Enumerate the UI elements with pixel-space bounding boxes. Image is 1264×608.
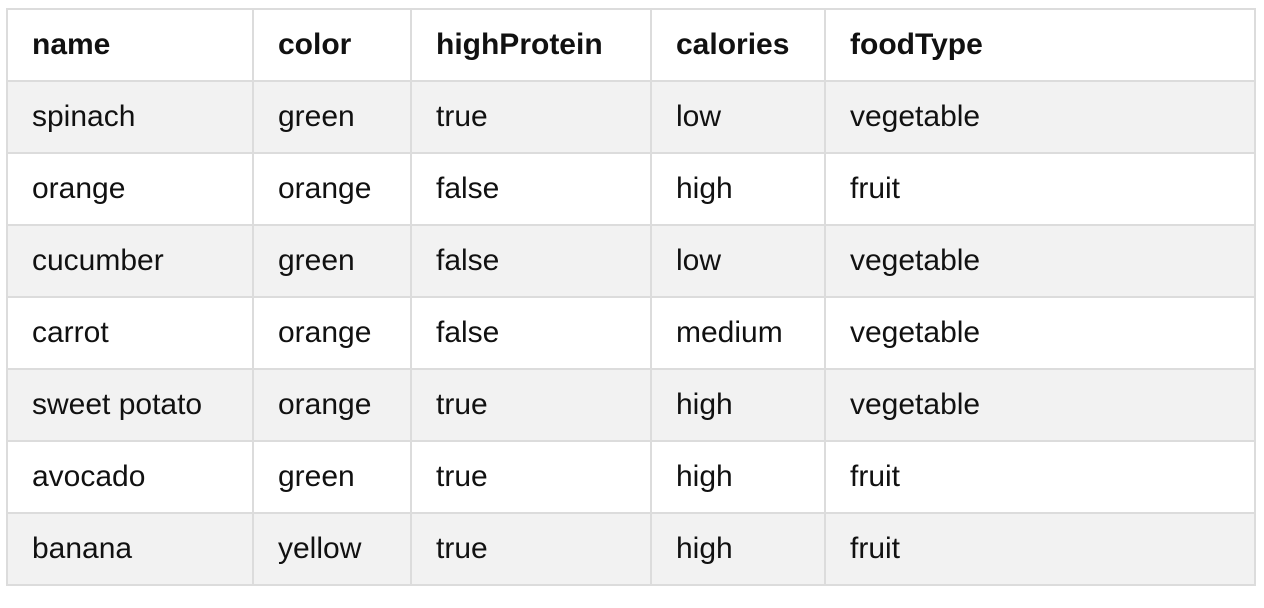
cell-color: orange bbox=[252, 152, 412, 226]
cell-highprotein: true bbox=[410, 512, 652, 586]
table-row: spinach green true low vegetable bbox=[6, 80, 1256, 154]
cell-highprotein: false bbox=[410, 296, 652, 370]
cell-calories: low bbox=[650, 224, 826, 298]
cell-calories: high bbox=[650, 440, 826, 514]
cell-name: avocado bbox=[6, 440, 254, 514]
cell-foodtype: vegetable bbox=[824, 368, 1256, 442]
table-row: avocado green true high fruit bbox=[6, 440, 1256, 514]
cell-name: carrot bbox=[6, 296, 254, 370]
cell-color: green bbox=[252, 80, 412, 154]
column-header-foodtype: foodType bbox=[824, 8, 1256, 82]
table-row: banana yellow true high fruit bbox=[6, 512, 1256, 586]
cell-foodtype: fruit bbox=[824, 512, 1256, 586]
cell-foodtype: vegetable bbox=[824, 224, 1256, 298]
cell-foodtype: fruit bbox=[824, 440, 1256, 514]
cell-calories: high bbox=[650, 512, 826, 586]
cell-color: green bbox=[252, 440, 412, 514]
cell-highprotein: true bbox=[410, 80, 652, 154]
column-header-name: name bbox=[6, 8, 254, 82]
cell-name: cucumber bbox=[6, 224, 254, 298]
table-row: orange orange false high fruit bbox=[6, 152, 1256, 226]
table-row: cucumber green false low vegetable bbox=[6, 224, 1256, 298]
cell-calories: high bbox=[650, 368, 826, 442]
cell-highprotein: false bbox=[410, 152, 652, 226]
cell-color: yellow bbox=[252, 512, 412, 586]
cell-calories: high bbox=[650, 152, 826, 226]
table-row: carrot orange false medium vegetable bbox=[6, 296, 1256, 370]
column-header-color: color bbox=[252, 8, 412, 82]
data-table: name color highProtein calories foodType… bbox=[6, 8, 1256, 586]
cell-foodtype: vegetable bbox=[824, 296, 1256, 370]
cell-foodtype: vegetable bbox=[824, 80, 1256, 154]
cell-color: orange bbox=[252, 368, 412, 442]
table-row: sweet potato orange true high vegetable bbox=[6, 368, 1256, 442]
column-header-highprotein: highProtein bbox=[410, 8, 652, 82]
cell-highprotein: false bbox=[410, 224, 652, 298]
cell-color: orange bbox=[252, 296, 412, 370]
cell-color: green bbox=[252, 224, 412, 298]
cell-name: orange bbox=[6, 152, 254, 226]
cell-calories: medium bbox=[650, 296, 826, 370]
cell-calories: low bbox=[650, 80, 826, 154]
cell-name: spinach bbox=[6, 80, 254, 154]
table-header-row: name color highProtein calories foodType bbox=[6, 8, 1256, 82]
cell-highprotein: true bbox=[410, 368, 652, 442]
table-container: name color highProtein calories foodType… bbox=[6, 8, 1256, 586]
cell-name: sweet potato bbox=[6, 368, 254, 442]
column-header-calories: calories bbox=[650, 8, 826, 82]
cell-foodtype: fruit bbox=[824, 152, 1256, 226]
cell-highprotein: true bbox=[410, 440, 652, 514]
cell-name: banana bbox=[6, 512, 254, 586]
